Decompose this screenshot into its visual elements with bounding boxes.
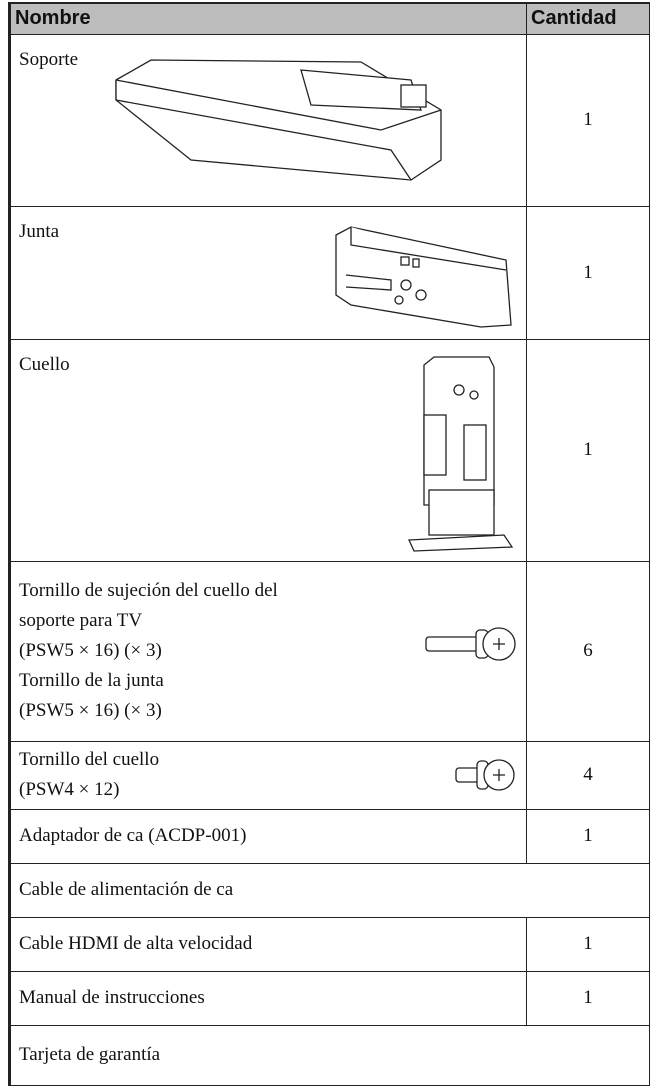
name-line: Manual de instrucciones — [19, 987, 205, 1008]
name-line: (PSW4 × 12) — [19, 779, 120, 800]
items-table: Nombre Cantidad Soporte 1 Junta 1 Cuello — [8, 2, 650, 1086]
item-name: Cable de alimentación de ca — [9, 862, 650, 918]
row: Tornillo de sujeción del cuello del sopo… — [9, 560, 650, 742]
row: Tornillo del cuello (PSW4 × 12) 4 — [9, 740, 650, 810]
item-quantity: 1 — [526, 916, 650, 972]
name-line: Junta — [19, 220, 60, 242]
screw-short-drawing — [455, 758, 515, 791]
item-quantity: 1 — [526, 970, 650, 1026]
item-name: Cuello — [9, 338, 527, 562]
item-name: Tarjeta de garantía — [9, 1024, 650, 1086]
row: Cuello 1 — [9, 338, 650, 562]
row: Cable HDMI de alta velocidad 1 — [9, 916, 650, 972]
name-line: (PSW5 × 16) (× 3) — [19, 700, 162, 721]
name-line: soporte para TV — [19, 610, 143, 631]
name-line: Tarjeta de garantía — [19, 1044, 161, 1065]
item-quantity: 6 — [526, 560, 650, 742]
screw-long-drawing — [425, 626, 516, 661]
neck-drawing — [408, 355, 514, 552]
row: Adaptador de ca (ACDP-001) 1 — [9, 808, 650, 864]
name-line: Tornillo de sujeción del cuello del — [19, 580, 278, 601]
name-line: Tornillo del cuello — [19, 749, 160, 770]
item-name: Soporte — [9, 33, 527, 207]
row: Soporte 1 — [9, 33, 650, 207]
header-name: Nombre — [9, 2, 527, 35]
item-quantity: 1 — [526, 33, 650, 207]
item-name: Tornillo del cuello (PSW4 × 12) — [9, 740, 527, 810]
name-line: Soporte — [19, 48, 79, 70]
item-name: Cable HDMI de alta velocidad — [9, 916, 527, 972]
item-quantity: 4 — [526, 740, 650, 810]
item-name: Manual de instrucciones — [9, 970, 527, 1026]
header-quantity: Cantidad — [526, 2, 650, 35]
row: Tarjeta de garantía — [9, 1024, 650, 1086]
name-line: Cable HDMI de alta velocidad — [19, 933, 253, 954]
name-line: Tornillo de la junta — [19, 670, 164, 691]
header-row: Nombre Cantidad — [9, 2, 650, 35]
stand-drawing — [115, 58, 442, 181]
row: Junta 1 — [9, 205, 650, 340]
item-name: Tornillo de sujeción del cuello del sopo… — [9, 560, 527, 742]
name-line: Adaptador de ca (ACDP-001) — [19, 825, 247, 846]
row: Cable de alimentación de ca — [9, 862, 650, 918]
name-line: Cuello — [19, 353, 70, 375]
item-name: Junta — [9, 205, 527, 340]
item-name: Adaptador de ca (ACDP-001) — [9, 808, 527, 864]
name-line: (PSW5 × 16) (× 3) — [19, 640, 162, 661]
item-quantity: 1 — [526, 808, 650, 864]
name-line: Cable de alimentación de ca — [19, 879, 234, 900]
item-quantity: 1 — [526, 338, 650, 562]
item-quantity: 1 — [526, 205, 650, 340]
joint-drawing — [335, 225, 512, 328]
row: Manual de instrucciones 1 — [9, 970, 650, 1026]
